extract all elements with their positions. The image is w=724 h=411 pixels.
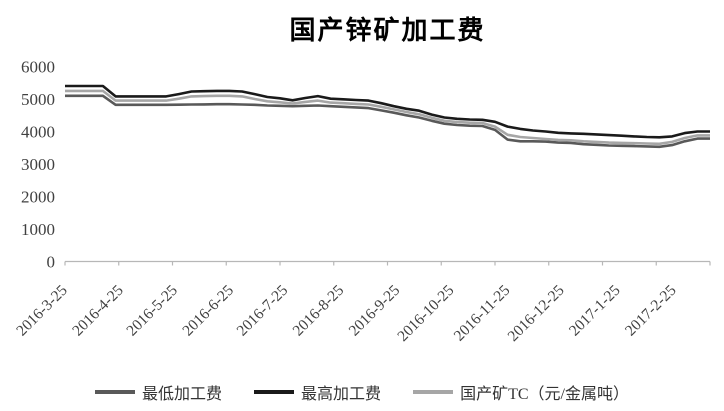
- legend-label-domestic-tc: 国产矿TC（元/金属吨）: [460, 386, 629, 403]
- x-axis-tick-label: 2016-9-25: [346, 282, 404, 340]
- x-axis-tick-label: 2016-12-25: [505, 282, 568, 345]
- y-axis-tick-label: 6000: [21, 58, 55, 77]
- y-axis-tick-label: 5000: [21, 90, 55, 109]
- line-min-processing-fee: [65, 94, 710, 149]
- max-fee-line-swatch-icon: [254, 390, 295, 394]
- line-domestic-ore-tc: [65, 89, 710, 146]
- legend-label-min-fee: 最低加工费: [142, 386, 223, 403]
- y-axis-tick-label: 4000: [21, 123, 55, 142]
- x-axis-tick-label: 2016-3-25: [13, 282, 71, 340]
- y-axis-tick-label: 3000: [21, 155, 55, 174]
- x-axis-tick-label: 2016-10-25: [394, 282, 457, 345]
- legend-item-domestic-tc: 国产矿TC（元/金属吨）: [413, 380, 629, 404]
- x-axis-tick-label: 2016-11-25: [451, 282, 514, 345]
- legend-item-min-fee: 最低加工费: [95, 380, 222, 404]
- x-axis-tick-label: 2016-4-25: [69, 282, 127, 340]
- x-axis-tick-label: 2016-6-25: [179, 282, 237, 340]
- y-axis-tick-label: 2000: [21, 188, 55, 207]
- legend-item-max-fee: 最高加工费: [254, 380, 381, 404]
- x-axis-tick-label: 2017-2-25: [622, 282, 680, 340]
- x-axis-tick-label: 2016-7-25: [234, 282, 292, 340]
- x-axis-tick-label: 2016-8-25: [290, 282, 348, 340]
- min-fee-line-swatch-icon: [95, 390, 136, 394]
- legend: 最低加工费 最高加工费 国产矿TC（元/金属吨）: [0, 380, 724, 404]
- line-max-processing-fee: [65, 84, 710, 139]
- y-axis-tick-label: 0: [47, 253, 56, 272]
- x-axis-tick-label: 2016-5-25: [123, 282, 181, 340]
- legend-label-max-fee: 最高加工费: [301, 386, 382, 403]
- y-axis-tick-label: 1000: [21, 220, 55, 239]
- chart-title: 国产锌矿加工费: [289, 16, 486, 45]
- domestic-tc-line-swatch-icon: [413, 390, 454, 394]
- x-axis-tick-label: 2017-1-25: [566, 282, 624, 340]
